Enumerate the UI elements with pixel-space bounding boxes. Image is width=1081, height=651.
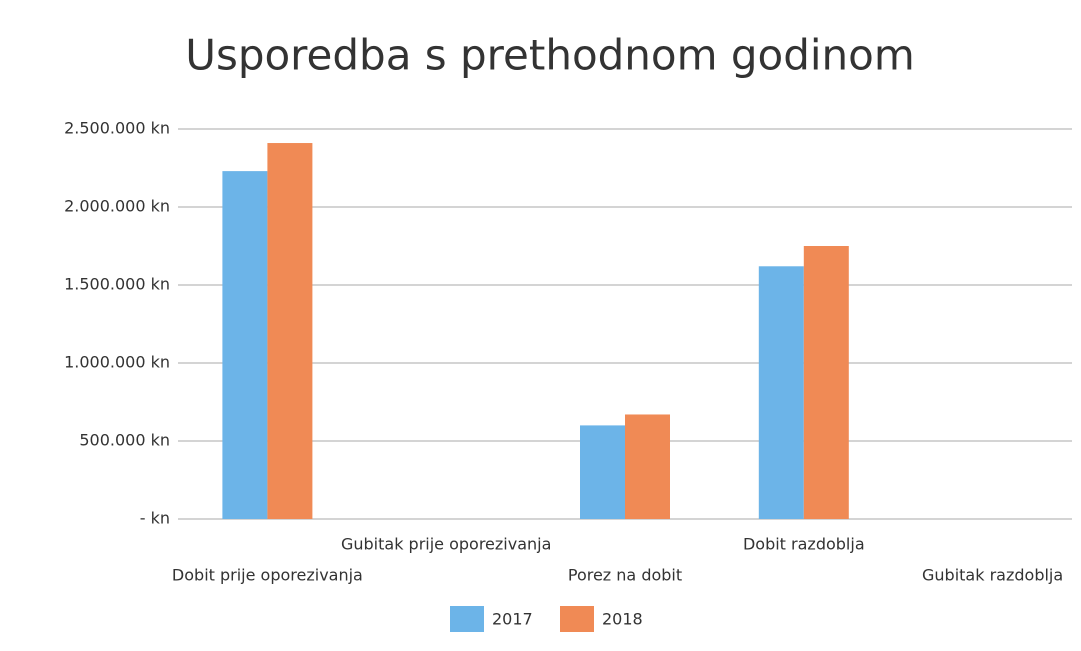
y-tick-label: 2.500.000 kn bbox=[64, 119, 170, 138]
legend-label: 2018 bbox=[602, 610, 643, 629]
y-tick-label: 2.000.000 kn bbox=[64, 197, 170, 216]
y-tick-label: - kn bbox=[140, 509, 170, 528]
legend-swatch bbox=[560, 606, 594, 632]
x-tick-label: Gubitak razdoblja bbox=[922, 566, 1063, 585]
chart-title: Usporedba s prethodnom godinom bbox=[185, 31, 915, 80]
x-tick-label: Dobit razdoblja bbox=[743, 535, 865, 554]
legend-label: 2017 bbox=[492, 610, 533, 629]
bar bbox=[758, 266, 804, 519]
bar bbox=[580, 425, 625, 519]
x-tick-label: Porez na dobit bbox=[568, 566, 682, 585]
legend-swatch bbox=[450, 606, 484, 632]
y-tick-label: 1.000.000 kn bbox=[64, 353, 170, 372]
x-tick-label: Dobit prije oporezivanja bbox=[172, 566, 363, 585]
y-tick-label: 500.000 kn bbox=[79, 431, 170, 450]
bar bbox=[625, 414, 670, 519]
bar bbox=[222, 171, 268, 519]
bar bbox=[803, 246, 849, 519]
bar bbox=[267, 143, 313, 520]
x-tick-label: Gubitak prije oporezivanja bbox=[341, 535, 551, 554]
y-tick-label: 1.500.000 kn bbox=[64, 275, 170, 294]
